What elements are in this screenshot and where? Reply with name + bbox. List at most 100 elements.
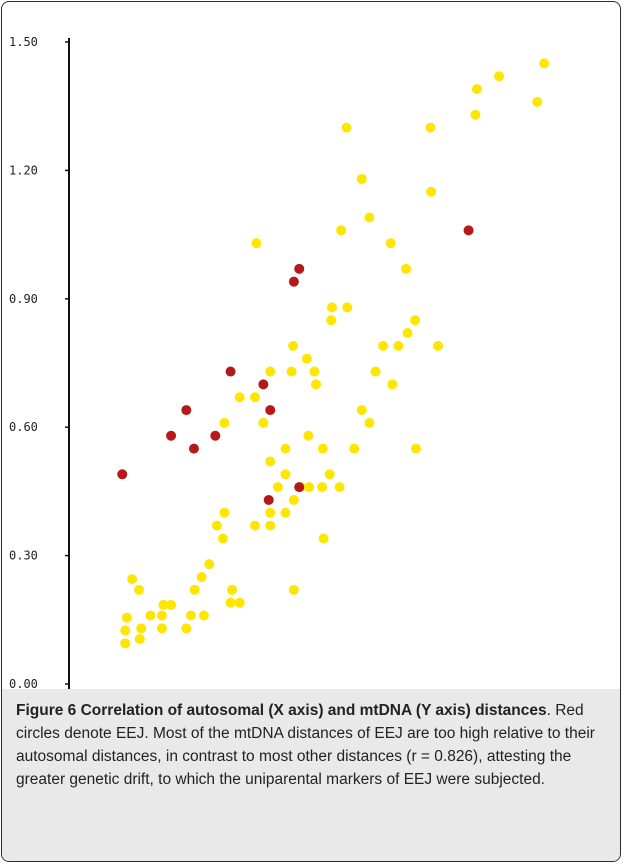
yellow-point	[341, 122, 352, 133]
yellow-point	[433, 340, 444, 351]
yellow-point	[204, 559, 215, 570]
caption-text: . Red circles denote EEJ. Most of the mt…	[16, 702, 595, 788]
yellow-point	[234, 392, 245, 403]
yellow-point	[342, 302, 353, 313]
y-tick-label: 1.50	[9, 35, 38, 49]
red-point	[181, 405, 192, 416]
yellow-point	[158, 599, 169, 610]
yellow-point	[539, 58, 550, 69]
yellow-point	[189, 584, 200, 595]
yellow-point	[303, 430, 314, 441]
yellow-point	[378, 340, 389, 351]
red-point	[294, 482, 305, 493]
yellow-point	[317, 443, 328, 454]
figure-caption: Figure 6 Correlation of autosomal (X axi…	[2, 689, 620, 861]
yellow-point	[166, 599, 177, 610]
yellow-point	[249, 392, 260, 403]
yellow-point	[127, 574, 138, 585]
y-tick-label: 0.00	[9, 677, 38, 691]
figure-label: Figure 6	[16, 702, 77, 719]
yellow-point	[134, 634, 145, 645]
yellow-point	[370, 366, 381, 377]
yellow-point	[385, 238, 396, 249]
scatter-chart: 0.000.300.600.901.201.500.000.100.200.30…	[9, 35, 614, 692]
red-point	[258, 379, 269, 390]
yellow-point	[402, 328, 413, 339]
yellow-point	[393, 340, 404, 351]
red-point	[210, 430, 221, 441]
yellow-point	[364, 212, 375, 223]
yellow-point	[410, 443, 421, 454]
axes	[68, 38, 614, 691]
red-point	[263, 494, 274, 505]
yellow-point	[327, 302, 338, 313]
data-points	[117, 58, 550, 649]
y-tick-label: 0.60	[9, 420, 38, 434]
red-point	[294, 263, 305, 274]
yellow-point	[309, 366, 320, 377]
yellow-point	[265, 520, 276, 531]
yellow-point	[156, 610, 167, 621]
yellow-point	[470, 109, 481, 120]
yellow-point	[249, 520, 260, 531]
yellow-point	[317, 482, 328, 493]
yellow-point	[136, 623, 147, 634]
yellow-point	[494, 71, 505, 82]
yellow-point	[288, 494, 299, 505]
yellow-point	[426, 186, 437, 197]
yellow-point	[280, 469, 291, 480]
yellow-point	[288, 584, 299, 595]
yellow-point	[211, 520, 222, 531]
yellow-point	[181, 623, 192, 634]
yellow-point	[185, 610, 196, 621]
yellow-point	[265, 507, 276, 518]
yellow-point	[356, 405, 367, 416]
red-point	[166, 430, 177, 441]
yellow-point	[156, 623, 167, 634]
yellow-point	[301, 353, 312, 364]
figure-title: Correlation of autosomal (X axis) and mt…	[80, 702, 547, 719]
yellow-point	[387, 379, 398, 390]
yellow-point	[280, 443, 291, 454]
yellow-point	[196, 572, 207, 582]
yellow-point	[234, 597, 245, 608]
ticks: 0.000.300.600.901.201.500.000.100.200.30…	[9, 35, 613, 692]
yellow-point	[265, 456, 276, 467]
yellow-point	[265, 366, 276, 377]
yellow-point	[401, 263, 412, 274]
red-point	[288, 276, 299, 287]
yellow-point	[532, 96, 543, 107]
yellow-point	[364, 417, 375, 428]
yellow-point	[120, 625, 131, 636]
yellow-point	[311, 379, 322, 390]
yellow-point	[286, 366, 297, 377]
red-point	[463, 225, 474, 236]
y-tick-label: 0.30	[9, 549, 38, 563]
yellow-point	[145, 610, 156, 621]
yellow-point	[227, 584, 238, 595]
yellow-point	[410, 315, 421, 326]
yellow-point	[356, 173, 367, 184]
red-point	[225, 366, 236, 377]
yellow-point	[258, 417, 269, 428]
yellow-point	[219, 417, 230, 428]
red-point	[188, 443, 199, 454]
yellow-point	[326, 315, 337, 326]
yellow-point	[425, 122, 436, 133]
yellow-point	[217, 533, 228, 544]
red-point	[117, 469, 128, 480]
yellow-point	[225, 597, 236, 608]
y-tick-label: 0.90	[9, 292, 38, 306]
yellow-point	[198, 610, 209, 621]
yellow-point	[251, 238, 262, 249]
y-tick-label: 1.20	[9, 163, 38, 177]
red-point	[265, 405, 276, 416]
yellow-point	[336, 225, 347, 236]
yellow-point	[304, 482, 315, 493]
yellow-point	[334, 482, 345, 493]
yellow-point	[121, 612, 132, 623]
yellow-point	[324, 469, 335, 480]
yellow-point	[471, 84, 482, 95]
yellow-point	[134, 584, 145, 595]
